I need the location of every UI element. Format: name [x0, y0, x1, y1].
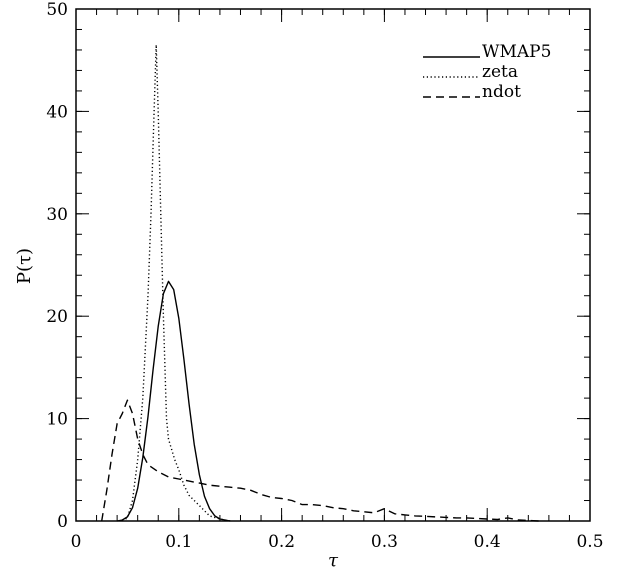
y-tick-label: 50	[46, 0, 68, 20]
legend-label-wmap5: WMAP5	[482, 42, 551, 62]
y-tick-label: 0	[57, 512, 68, 532]
y-tick-label: 10	[46, 410, 68, 430]
series-line-ndot	[101, 399, 539, 522]
y-tick-label: 40	[46, 102, 68, 122]
x-tick-label: 0.1	[165, 532, 192, 552]
series-line-zeta	[121, 44, 231, 522]
y-tick-label: 20	[46, 307, 68, 327]
x-tick-label: 0.4	[474, 532, 501, 552]
x-tick-label: 0	[71, 532, 82, 552]
y-tick-label: 30	[46, 205, 68, 225]
series-lines	[101, 44, 539, 522]
tick-labels: 0 0.1 0.2 0.3 0.4 0.5 0 10 20 30 40 50	[46, 0, 603, 552]
series-line-wmap5	[116, 280, 231, 522]
x-axis-title: τ	[328, 550, 339, 571]
y-axis-title: P(τ)	[14, 248, 35, 284]
x-tick-label: 0.5	[576, 532, 603, 552]
x-tick-label: 0.3	[371, 532, 398, 552]
x-tick-label: 0.2	[268, 532, 295, 552]
legend-label-zeta: zeta	[482, 62, 518, 82]
legend-label-ndot: ndot	[482, 82, 521, 102]
plot-frame	[75, 8, 591, 522]
